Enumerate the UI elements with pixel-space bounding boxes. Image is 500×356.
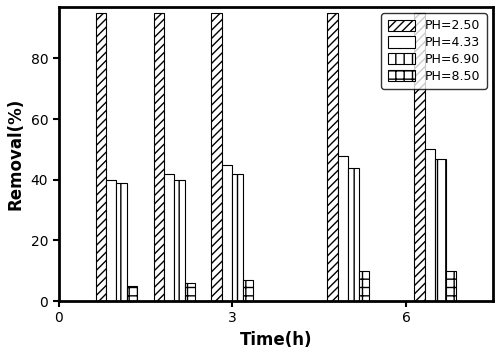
Bar <box>414 13 424 301</box>
Bar <box>212 13 222 301</box>
Bar <box>185 283 196 301</box>
Bar <box>164 174 174 301</box>
Bar <box>106 180 117 301</box>
Y-axis label: Removal(%): Removal(%) <box>7 98 25 210</box>
Bar <box>222 164 232 301</box>
Bar <box>127 286 138 301</box>
Bar <box>96 13 106 301</box>
X-axis label: Time(h): Time(h) <box>240 331 312 349</box>
Bar <box>338 156 348 301</box>
Bar <box>424 150 435 301</box>
Bar <box>435 158 446 301</box>
Bar <box>243 280 253 301</box>
Bar <box>116 183 127 301</box>
Bar <box>446 271 456 301</box>
Bar <box>154 13 164 301</box>
Bar <box>174 180 185 301</box>
Bar <box>358 271 369 301</box>
Bar <box>348 168 358 301</box>
Bar <box>328 13 338 301</box>
Legend: PH=2.50, PH=4.33, PH=6.90, PH=8.50: PH=2.50, PH=4.33, PH=6.90, PH=8.50 <box>382 13 487 89</box>
Bar <box>232 174 243 301</box>
